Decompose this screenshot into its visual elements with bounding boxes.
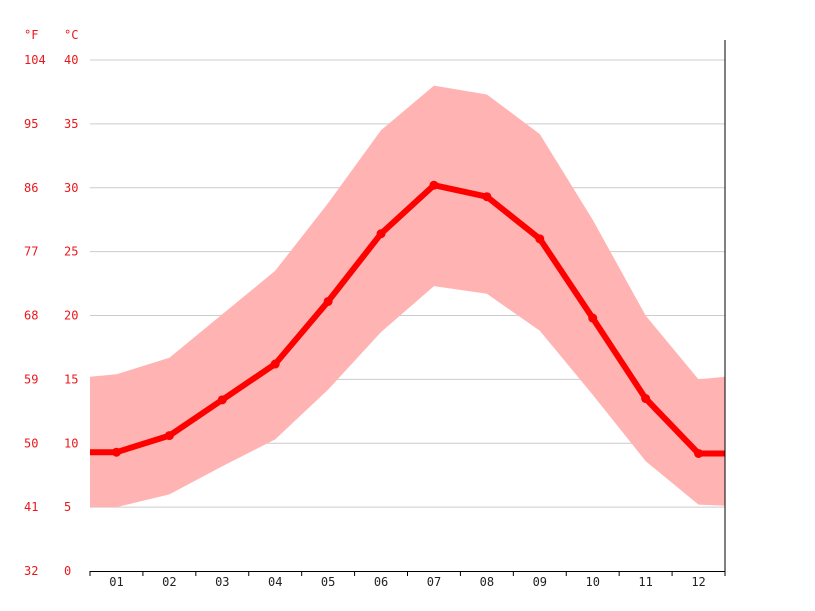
temperature-range-band	[90, 85, 725, 508]
y-tick-label-celsius: 40	[64, 53, 78, 67]
mean-temperature-point	[376, 229, 386, 239]
x-tick-label: 06	[374, 575, 388, 589]
y-tick-label-fahrenheit: 95	[24, 117, 38, 131]
x-tick-label: 08	[480, 575, 494, 589]
mean-temperature-point	[694, 448, 704, 458]
y-tick-label-celsius: 30	[64, 181, 78, 195]
y-tick-label-celsius: 20	[64, 309, 78, 323]
y-tick-label-celsius: 0	[64, 564, 71, 578]
celsius-unit-label: °C	[64, 28, 78, 42]
mean-temperature-point	[535, 234, 545, 244]
mean-temperature-point	[429, 180, 439, 190]
x-tick-label: 09	[533, 575, 547, 589]
y-tick-label-fahrenheit: 32	[24, 564, 38, 578]
mean-temperature-points	[111, 180, 704, 458]
y-axis-labels: 0 32 5 41 10 50 15 59 20 68 25 77 30 86 35 95 40 104	[24, 53, 78, 578]
x-tick-label: 04	[268, 575, 282, 589]
y-tick-label-fahrenheit: 77	[24, 245, 38, 259]
x-tick-label: 07	[427, 575, 441, 589]
x-tick-label: 03	[215, 575, 229, 589]
y-tick-label-fahrenheit: 59	[24, 372, 38, 386]
mean-temperature-point	[482, 192, 492, 202]
x-tick-label: 02	[162, 575, 176, 589]
y-tick-label-celsius: 5	[64, 500, 71, 514]
mean-temperature-point	[217, 395, 227, 405]
mean-temperature-point	[164, 431, 174, 441]
x-axis-ticks: 01 02 03 04 05 06 07 08 09 10 11 12	[89, 571, 726, 589]
y-tick-label-fahrenheit: 50	[24, 436, 38, 450]
y-tick-label-fahrenheit: 104	[24, 53, 46, 67]
x-tick-label: 11	[638, 575, 652, 589]
x-tick-label: 05	[321, 575, 335, 589]
x-tick-label: 12	[691, 575, 705, 589]
y-tick-label-celsius: 15	[64, 372, 78, 386]
x-tick-label: 10	[585, 575, 599, 589]
mean-temperature-line	[90, 182, 725, 457]
mean-temperature-point	[270, 359, 280, 369]
mean-temperature-point	[641, 394, 651, 404]
y-tick-label-celsius: 10	[64, 436, 78, 450]
mean-temperature-point	[323, 296, 333, 306]
fahrenheit-unit-label: °F	[24, 28, 38, 42]
y-tick-label-fahrenheit: 68	[24, 309, 38, 323]
y-tick-label-celsius: 35	[64, 117, 78, 131]
x-tick-label: 01	[109, 575, 123, 589]
mean-temperature-point	[588, 313, 598, 323]
mean-temperature-point	[111, 447, 121, 457]
y-tick-label-celsius: 25	[64, 245, 78, 259]
y-tick-label-fahrenheit: 41	[24, 500, 38, 514]
y-tick-label-fahrenheit: 86	[24, 181, 38, 195]
